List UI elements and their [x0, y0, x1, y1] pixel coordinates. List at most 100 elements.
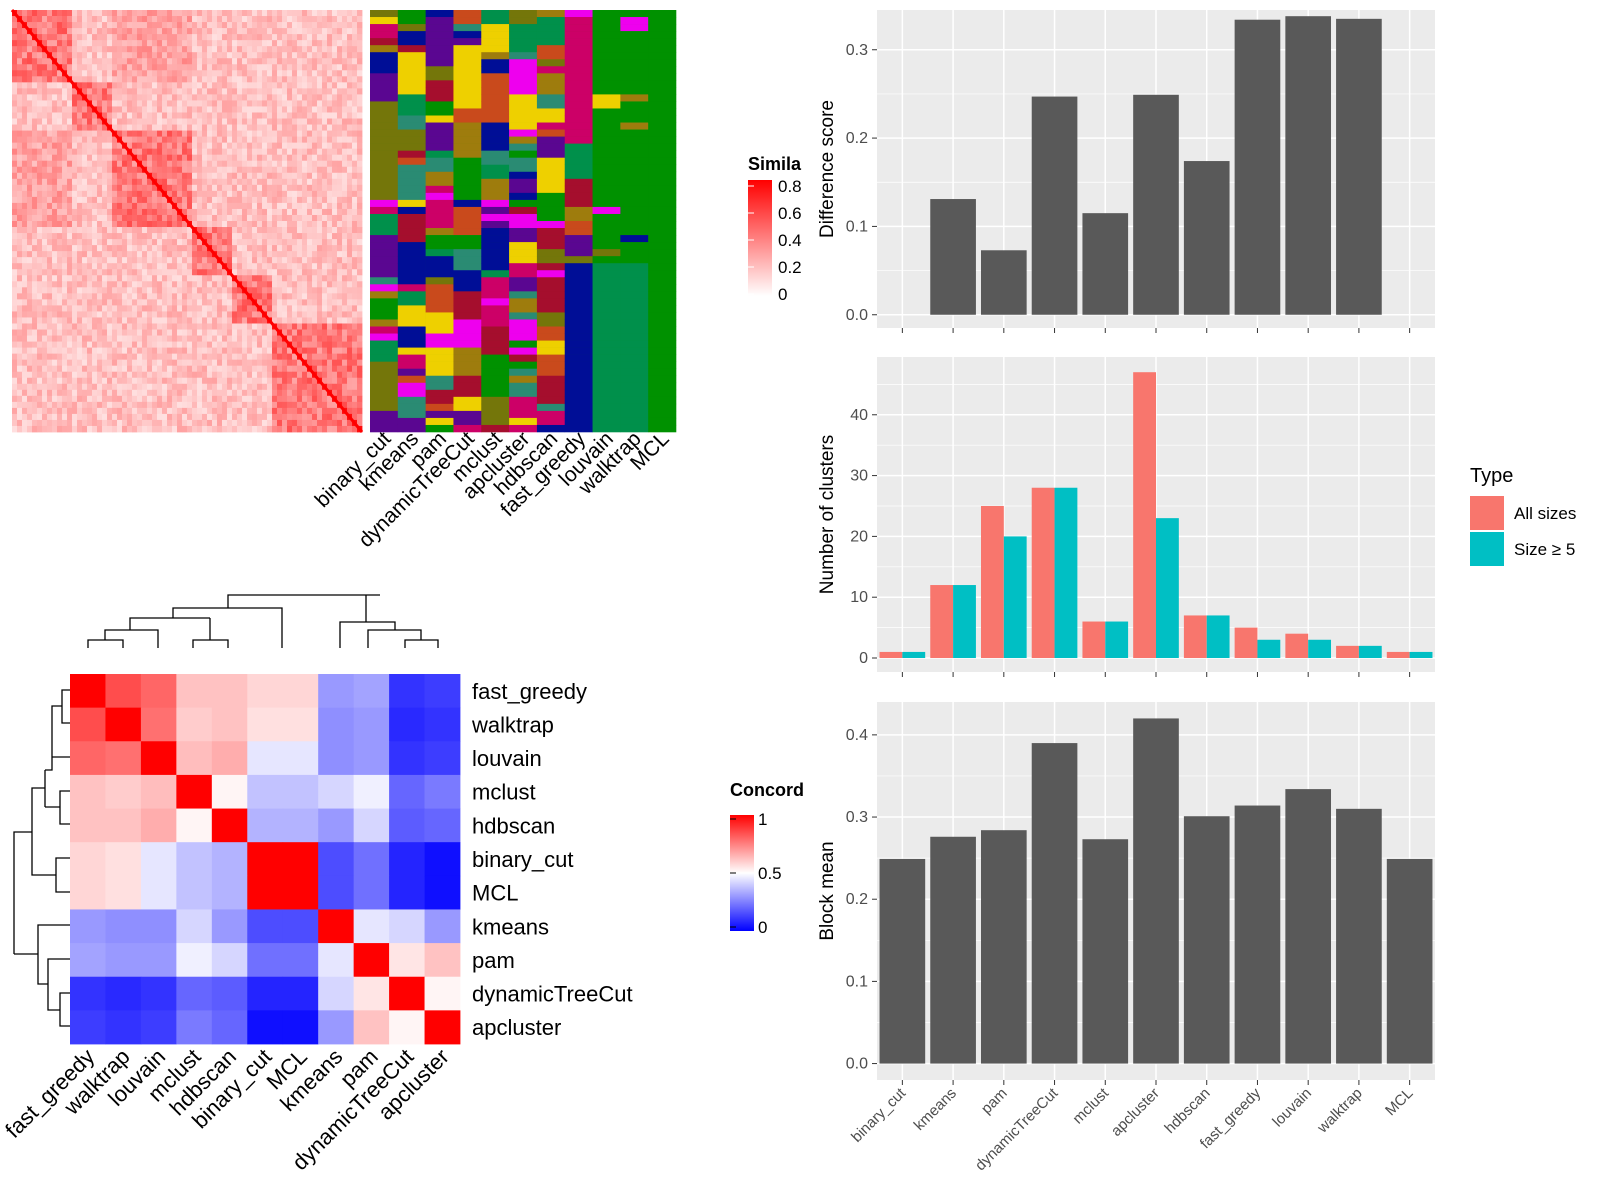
similarity-cell [297, 383, 303, 391]
similarity-cell [357, 383, 363, 391]
similarity-cell [322, 10, 328, 17]
similarity-cell [267, 281, 273, 288]
similarity-cell [187, 401, 193, 409]
similarity-cell [32, 22, 38, 29]
similarity-cell [282, 227, 288, 234]
similarity-cell [217, 184, 223, 192]
similarity-cell [32, 335, 38, 342]
similarity-cell [357, 94, 363, 101]
similarity-cell [332, 196, 338, 204]
similarity-cell [27, 389, 33, 397]
similarity-cell [122, 34, 128, 41]
similarity-cell [272, 160, 278, 168]
similarity-cell [342, 377, 348, 385]
similarity-cell [102, 341, 108, 348]
similarity-cell [327, 221, 333, 228]
similarity-cell [137, 184, 143, 192]
annotation-cell [370, 382, 399, 391]
similarity-cell [27, 112, 33, 119]
similarity-cell [182, 341, 188, 348]
similarity-cell [92, 118, 98, 125]
similarity-cell [327, 88, 333, 95]
similarity-cell [162, 106, 168, 113]
similarity-cell [357, 335, 363, 342]
similarity-cell [212, 214, 218, 222]
similarity-cell [222, 94, 228, 101]
similarity-cell [312, 377, 318, 385]
similarity-cell [32, 413, 38, 421]
similarity-cell [332, 10, 338, 17]
similarity-cell [172, 28, 178, 35]
similarity-cell [47, 64, 53, 71]
similarity-cell [222, 347, 228, 355]
similarity-cell [312, 401, 318, 409]
similarity-cell [147, 118, 153, 125]
similarity-cell [192, 46, 198, 53]
similarity-cell [12, 353, 18, 361]
similarity-cell [172, 317, 178, 324]
similarity-cell [217, 208, 223, 216]
similarity-cell [12, 263, 18, 270]
similarity-cell [352, 383, 358, 391]
similarity-cell [117, 214, 123, 222]
annotation-cell [370, 192, 399, 201]
similarity-cell [17, 160, 23, 168]
similarity-cell [42, 70, 48, 77]
similarity-cell [147, 227, 153, 234]
similarity-cell [297, 22, 303, 29]
annotation-cell [397, 45, 426, 53]
similarity-cell [32, 269, 38, 276]
similarity-cell [237, 160, 243, 168]
similarity-cell [282, 407, 288, 415]
similarity-cell [127, 172, 133, 180]
similarity-cell [342, 257, 348, 264]
similarity-cell [87, 130, 93, 137]
similarity-cell [132, 221, 138, 228]
similarity-cell [312, 172, 318, 180]
similarity-cell [272, 251, 278, 258]
similarity-cell [302, 401, 308, 409]
annotation-cell [370, 108, 399, 116]
similarity-cell [122, 305, 128, 312]
similarity-cell [57, 208, 63, 216]
similarity-cell [257, 371, 263, 379]
similarity-cell [307, 202, 313, 210]
similarity-cell [62, 227, 68, 234]
similarity-cell [357, 395, 363, 403]
similarity-cell [202, 281, 208, 288]
similarity-cell [257, 64, 263, 71]
similarity-cell [52, 425, 58, 433]
similarity-cell [337, 353, 343, 361]
similarity-cell [247, 371, 253, 379]
similarity-cell [117, 425, 123, 433]
similarity-cell [157, 299, 163, 306]
similarity-cell [322, 227, 328, 234]
similarity-cell [22, 52, 28, 59]
similarity-cell [322, 221, 328, 228]
similarity-cell [177, 172, 183, 180]
similarity-cell [242, 70, 248, 77]
similarity-cell [157, 136, 163, 144]
similarity-cell [287, 365, 293, 373]
similarity-cell [217, 347, 223, 355]
similarity-cell [252, 118, 258, 125]
similarity-cell [157, 293, 163, 300]
similarity-cell [77, 190, 83, 198]
similarity-cell [177, 76, 183, 83]
similarity-cell [302, 293, 308, 300]
similarity-cell [187, 64, 193, 71]
similarity-cell [202, 335, 208, 342]
similarity-cell [312, 100, 318, 107]
similarity-cell [87, 371, 93, 379]
similarity-cell [212, 389, 218, 397]
similarity-cell [207, 70, 213, 77]
similarity-cell [132, 353, 138, 361]
similarity-cell [257, 208, 263, 216]
similarity-cell [157, 16, 163, 23]
similarity-cell [47, 281, 53, 288]
similarity-cell [152, 401, 158, 409]
similarity-cell [72, 269, 78, 276]
similarity-cell [127, 275, 133, 282]
similarity-cell [267, 190, 273, 198]
similarity-cell [12, 389, 18, 397]
